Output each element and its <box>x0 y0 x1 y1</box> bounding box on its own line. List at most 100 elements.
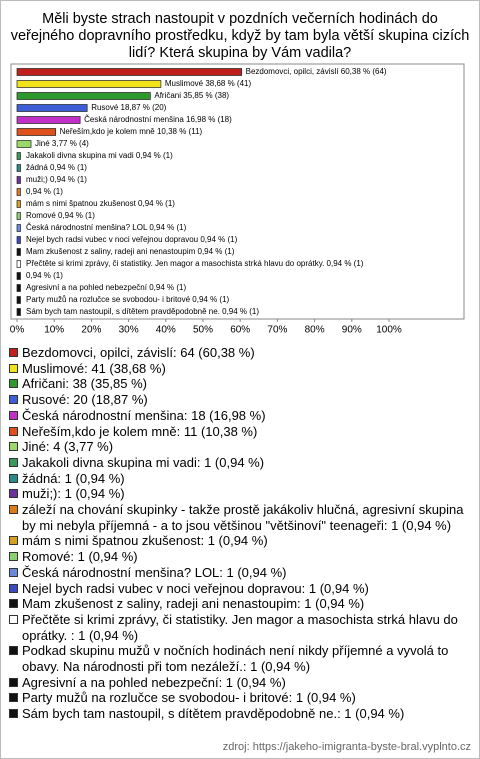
bar <box>16 164 21 172</box>
bar <box>16 224 21 232</box>
legend-label: Podkad skupinu mužů v nočních hodinách n… <box>22 643 449 675</box>
legend-item: Podkad skupinu mužů v nočních hodinách n… <box>9 643 471 674</box>
plot-frame <box>10 63 465 320</box>
legend-label: Sám bych tam nastoupil, s dítětem pravdě… <box>22 706 405 722</box>
legend-item: muži;): 1 (0,94 %) <box>9 486 471 502</box>
legend-swatch <box>9 410 18 420</box>
legend-label: Afričani: 38 (35,85 %) <box>22 376 148 392</box>
bar <box>16 200 21 208</box>
x-tick-label: 0% <box>10 325 25 336</box>
legend-swatch <box>9 395 18 405</box>
bar-label: Afričani 35,85 % (38) <box>154 91 229 100</box>
legend-label: Nejel bych radsi vubec v noci veřejnou d… <box>22 580 369 596</box>
legend-item: mám s nimi špatnou zkušenost: 1 (0,94 %) <box>9 533 471 549</box>
legend-item: Nejel bych radsi vubec v noci veřejnou d… <box>9 581 471 597</box>
bar <box>16 188 21 196</box>
legend-item: Neřeším,kdo je kolem mně: 11 (10,38 %) <box>9 424 471 440</box>
legend-swatch <box>9 646 18 656</box>
bar-label: Party mužů na rozlučce se svobodou- i br… <box>26 295 230 304</box>
legend-item: Jiné: 4 (3,77 %) <box>9 439 471 455</box>
bar-label: 0,94 % (1) <box>26 271 63 280</box>
legend-item: Jakakoli divna skupina mi vadi: 1 (0,94 … <box>9 455 471 471</box>
legend-label: Česká národnostní menšina: 18 (16,98 %) <box>22 407 266 423</box>
bar-label: Rusové 18,87 % (20) <box>91 103 166 112</box>
bar <box>16 260 21 268</box>
bar-label: Nejel bych radsi vubec v noci veřejnou d… <box>26 235 238 244</box>
legend-label: Mam zkušenost z saliny, radeji ani nenas… <box>22 596 365 612</box>
bar-label: Česká národnostní menšina? LOL 0,94 % (1… <box>26 223 187 232</box>
bar-label: Přečtěte si krimi zprávy, či statistiky.… <box>26 259 364 268</box>
legend-swatch <box>9 457 18 467</box>
legend-label: mám s nimi špatnou zkušenost: 1 (0,94 %) <box>22 533 268 549</box>
bar <box>16 104 88 112</box>
legend-label: Party mužů na rozlučce se svobodou- i br… <box>22 690 356 706</box>
legend-label: záleží na chování skupinky - takže prost… <box>22 502 464 533</box>
chart: 0% 10% 20% 30% 40% 50% 60% 70% 80% 90% 100% Bezdomo… <box>10 63 465 336</box>
bar-label: Muslimové 38,68 % (41) <box>165 79 252 88</box>
bar-label: 0,94 % (1) <box>26 187 63 196</box>
legend-label: Agresivní a na pohled nebezpeční: 1 (0,9… <box>22 674 286 690</box>
bar-label: Česká národnostní menšina 16,98 % (18) <box>84 115 232 124</box>
legend-swatch <box>9 505 18 515</box>
x-tick-label: 100% <box>376 325 402 336</box>
legend-swatch <box>9 567 18 577</box>
legend-swatch <box>9 473 18 483</box>
legend-label: žádná: 1 (0,94 %) <box>22 470 125 486</box>
x-tick-label: 10% <box>44 325 64 336</box>
legend-item: Rusové: 20 (18,87 %) <box>9 392 471 408</box>
legend-swatch <box>9 363 18 373</box>
bar <box>16 152 21 160</box>
legend-label: Jakakoli divna skupina mi vadi: 1 (0,94 … <box>22 454 265 470</box>
legend-swatch <box>9 693 18 703</box>
bar <box>16 68 242 76</box>
legend-item: Sám bych tam nastoupil, s dítětem pravdě… <box>9 706 471 722</box>
legend-item: záleží na chování skupinky - takže prost… <box>9 502 471 533</box>
bar <box>16 212 21 220</box>
legend: Bezdomovci, opilci, závislí: 64 (60,38 %… <box>9 345 471 722</box>
legend-label: Přečtěte si krimi zprávy, či statistiky.… <box>22 611 458 643</box>
bar <box>16 92 151 100</box>
x-tick-label: 30% <box>119 325 139 336</box>
legend-label: Česká národnostní menšina? LOL: 1 (0,94 … <box>22 564 287 580</box>
legend-label: Romové: 1 (0,94 %) <box>22 549 138 565</box>
legend-label: Muslimové: 41 (38,68 %) <box>22 360 166 376</box>
bar <box>16 296 21 304</box>
legend-item: Agresivní a na pohled nebezpeční: 1 (0,9… <box>9 675 471 691</box>
legend-item: Přečtěte si krimi zprávy, či statistiky.… <box>9 612 471 643</box>
legend-label: Rusové: 20 (18,87 %) <box>22 392 148 408</box>
bar-label: Romové 0,94 % (1) <box>26 211 95 220</box>
x-tick-label: 40% <box>156 325 176 336</box>
legend-item: Mam zkušenost z saliny, radeji ani nenas… <box>9 596 471 612</box>
bar <box>16 80 162 88</box>
bar-label: mám s nimi špatnou zkušenost 0,94 % (1) <box>26 199 175 208</box>
legend-item: Bezdomovci, opilci, závislí: 64 (60,38 %… <box>9 345 471 361</box>
bar <box>16 128 56 136</box>
legend-item: Muslimové: 41 (38,68 %) <box>9 361 471 377</box>
bar <box>16 116 81 124</box>
legend-label: Jiné: 4 (3,77 %) <box>22 439 114 455</box>
legend-item: Party mužů na rozlučce se svobodou- i br… <box>9 690 471 706</box>
bar <box>16 236 21 244</box>
bar-label: muži;) 0,94 % (1) <box>26 175 87 184</box>
legend-swatch <box>9 426 18 436</box>
bar <box>16 308 21 316</box>
x-tick-label: 70% <box>267 325 287 336</box>
chart-title: Měli byste strach nastoupit v pozdních v… <box>10 11 470 61</box>
bar <box>16 284 21 292</box>
x-tick-label: 80% <box>305 325 325 336</box>
legend-item: Romové: 1 (0,94 %) <box>9 549 471 565</box>
legend-item: Česká národnostní menšina: 18 (16,98 %) <box>9 408 471 424</box>
legend-item: Česká národnostní menšina? LOL: 1 (0,94 … <box>9 565 471 581</box>
bar-label: Sám bych tam nastoupil, s dítětem pravdě… <box>26 307 259 316</box>
legend-item: žádná: 1 (0,94 %) <box>9 471 471 487</box>
legend-swatch <box>9 552 18 562</box>
legend-item: Afričani: 38 (35,85 %) <box>9 376 471 392</box>
x-tick-label: 90% <box>342 325 362 336</box>
legend-swatch <box>9 536 18 546</box>
legend-label: Neřeším,kdo je kolem mně: 11 (10,38 %) <box>22 423 258 439</box>
bar-label: Neřeším,kdo je kolem mně 10,38 % (11) <box>60 127 203 136</box>
bar-label: Jiné 3,77 % (4) <box>35 139 89 148</box>
x-tick-label: 60% <box>230 325 250 336</box>
bar-label: Mam zkušenost z saliny, radeji ani nenas… <box>26 247 235 256</box>
bar <box>16 176 21 184</box>
